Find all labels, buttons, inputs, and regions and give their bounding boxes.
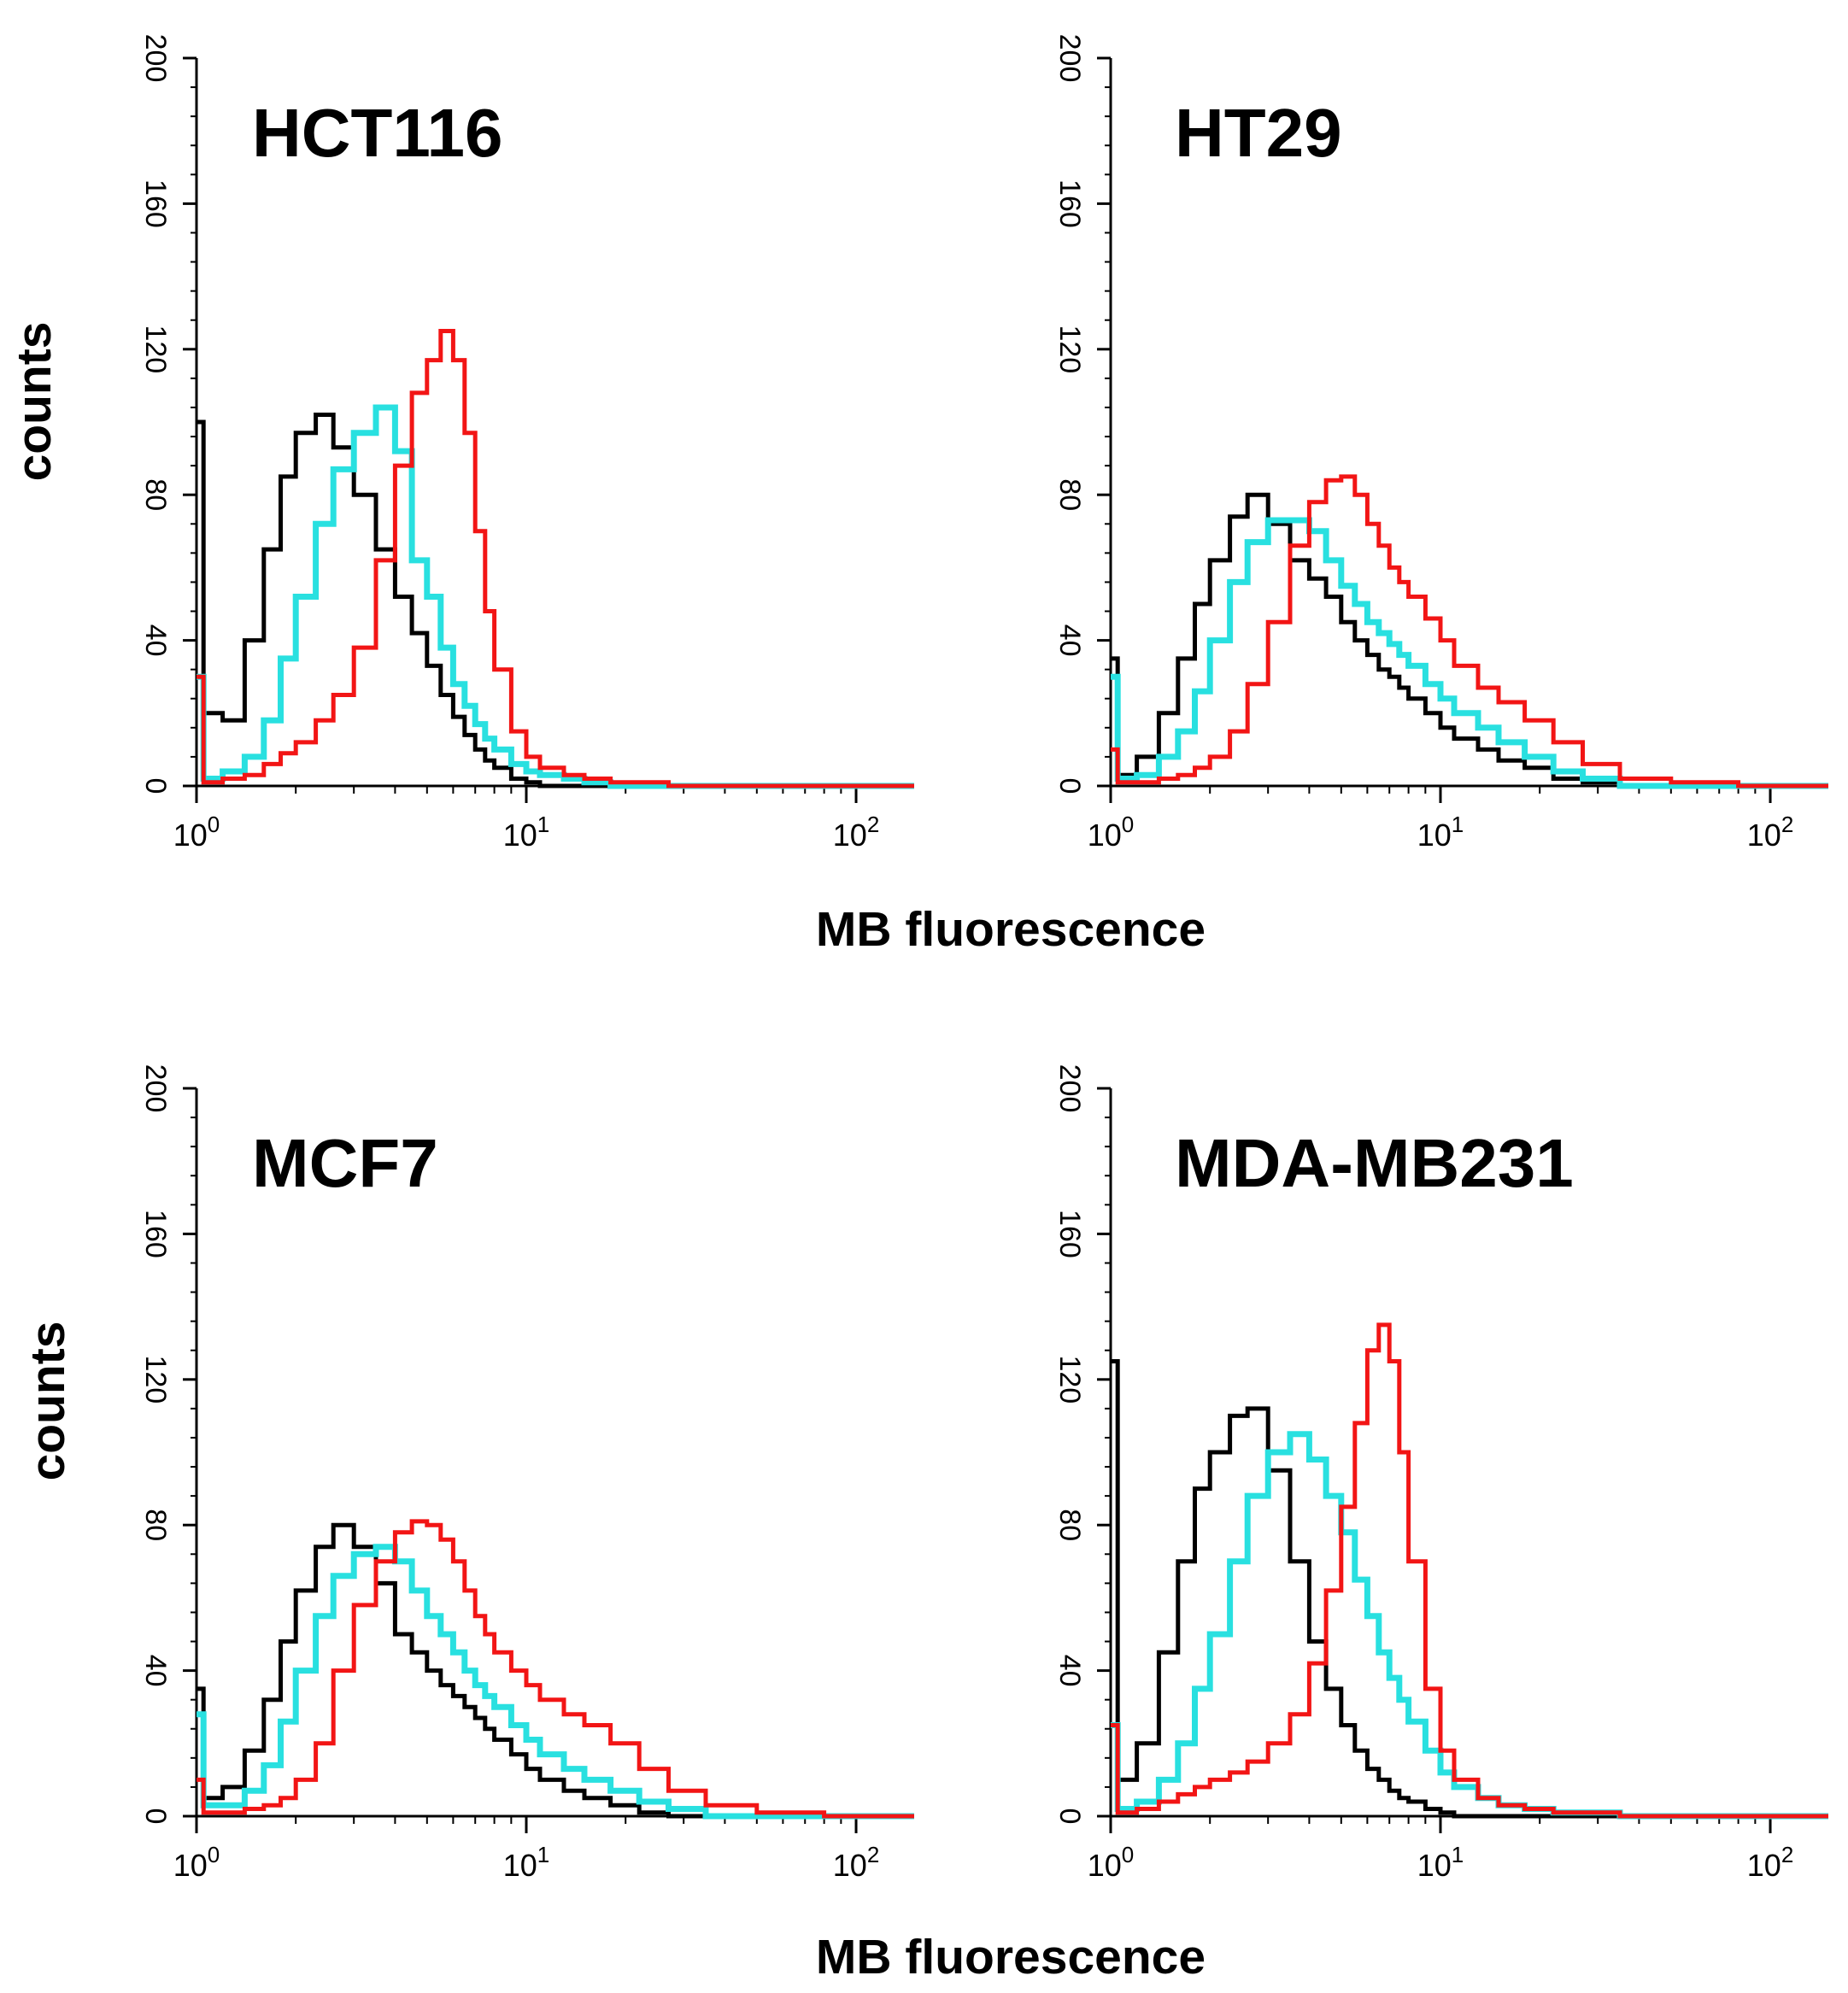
y-tick-label: 40: [1053, 624, 1086, 657]
y-tick-label: 200: [1053, 1064, 1086, 1113]
panel-mda-mb231: 0 40 80 120 160 200 100 101 102 MDA-MB231: [1053, 1064, 1828, 1883]
x-tick-label: 102: [1747, 812, 1794, 853]
series-line-cyan: [197, 404, 914, 789]
x-axis-label-bottom: MB fluorescence: [815, 1930, 1206, 1984]
y-tick-label: 80: [1053, 478, 1086, 511]
x-axis-label-top: MB fluorescence: [815, 902, 1206, 957]
panel-title: MCF7: [252, 1125, 438, 1201]
series-line-black: [1111, 1359, 1828, 1819]
series-line-black: [197, 1522, 914, 1819]
y-tick-label: 0: [139, 778, 172, 794]
series-line-black: [197, 413, 914, 788]
panel-hct116: 0 40 80 120 160 200 100 101 102 HCT116: [139, 34, 914, 853]
y-tick-label: 160: [139, 179, 172, 228]
series-line-red: [1111, 1322, 1828, 1819]
y-tick-label: 200: [139, 34, 172, 83]
y-tick-label: 120: [1053, 1355, 1086, 1404]
y-tick-label: 0: [1053, 778, 1086, 794]
y-tick-label: 80: [139, 1509, 172, 1541]
y-tick-label: 0: [1053, 1808, 1086, 1825]
panel-title: HT29: [1175, 95, 1342, 171]
x-tick-label: 100: [173, 812, 220, 853]
x-tick-label: 101: [1417, 1842, 1464, 1883]
y-tick-label: 40: [1053, 1655, 1086, 1687]
series-line-black: [1111, 492, 1828, 788]
x-tick-label: 100: [173, 1842, 220, 1883]
y-tick-label: 40: [139, 1655, 172, 1687]
series-line-red: [197, 329, 914, 788]
series-line-cyan: [197, 1544, 914, 1820]
y-tick-label: 40: [139, 624, 172, 657]
y-tick-label: 120: [139, 1355, 172, 1404]
panel-mcf7: 0 40 80 120 160 200 100 101 102 MCF7: [139, 1064, 914, 1883]
y-tick-label: 200: [1053, 34, 1086, 83]
panel-title: MDA-MB231: [1175, 1125, 1574, 1201]
x-tick-label: 101: [503, 812, 550, 853]
x-tick-label: 101: [1417, 812, 1464, 853]
x-tick-label: 101: [503, 1842, 550, 1883]
y-tick-label: 200: [139, 1064, 172, 1113]
y-tick-label: 120: [139, 325, 172, 373]
x-tick-label: 102: [1747, 1842, 1794, 1883]
series-line-cyan: [1111, 1431, 1828, 1820]
x-tick-label: 102: [833, 1842, 880, 1883]
y-axis-label-bottom: counts: [21, 1321, 75, 1481]
y-tick-label: 120: [1053, 325, 1086, 373]
y-tick-label: 0: [139, 1808, 172, 1825]
y-tick-label: 160: [139, 1210, 172, 1258]
y-tick-label: 80: [139, 478, 172, 511]
y-tick-label: 80: [1053, 1509, 1086, 1541]
y-tick-label: 160: [1053, 179, 1086, 228]
series-line-cyan: [1111, 517, 1828, 789]
panel-ht29: 0 40 80 120 160 200 100 101 102 HT29: [1053, 34, 1828, 853]
y-tick-label: 160: [1053, 1210, 1086, 1258]
x-tick-label: 100: [1088, 812, 1135, 853]
y-axis-label-top: counts: [7, 321, 62, 482]
x-tick-label: 100: [1088, 1842, 1135, 1883]
series-line-red: [1111, 474, 1828, 788]
x-tick-label: 102: [833, 812, 880, 853]
series-line-red: [197, 1519, 914, 1819]
panel-title: HCT116: [252, 95, 502, 171]
